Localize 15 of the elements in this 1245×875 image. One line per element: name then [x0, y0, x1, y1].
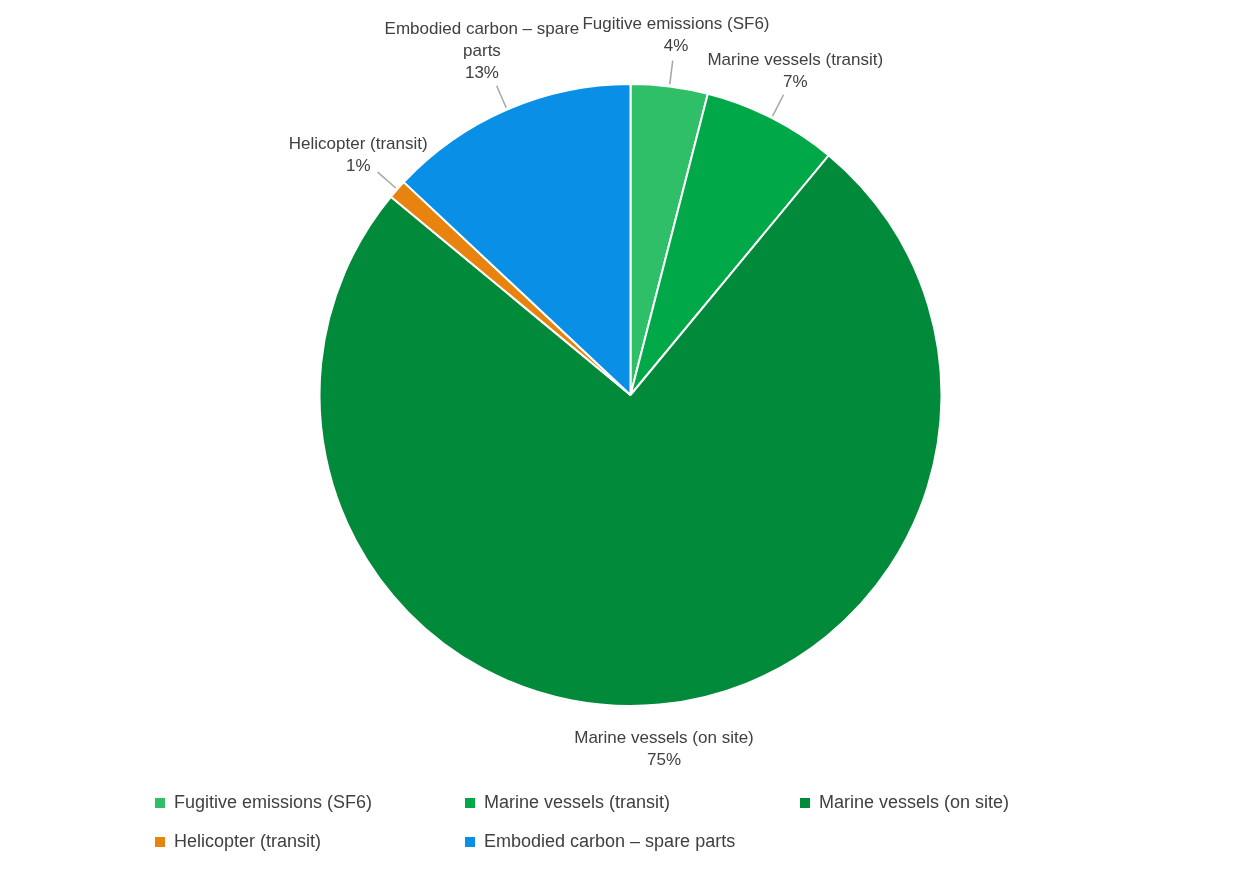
slice-label: Fugitive emissions (SF6)	[582, 13, 770, 33]
slice-label: Marine vessels (on site)	[574, 728, 754, 748]
slice-label: Helicopter (transit)	[288, 133, 428, 153]
data-label: 1%	[345, 155, 371, 175]
data-label: 4%	[663, 35, 689, 55]
slice-label: Embodied carbon – spare parts	[384, 19, 580, 61]
data-label: 75%	[646, 750, 682, 770]
legend-label: Marine vessels (on site)	[819, 792, 1010, 813]
data-label: 13%	[464, 63, 499, 83]
legend-label: Marine vessels (transit)	[484, 792, 671, 813]
slice-label: Marine vessels (transit)	[707, 50, 884, 70]
legend-label: Helicopter (transit)	[174, 831, 322, 852]
data-label: 7%	[783, 72, 808, 92]
legend-label: Embodied carbon – spare parts	[484, 831, 736, 852]
legend-label: Fugitive emissions (SF6)	[174, 792, 373, 813]
